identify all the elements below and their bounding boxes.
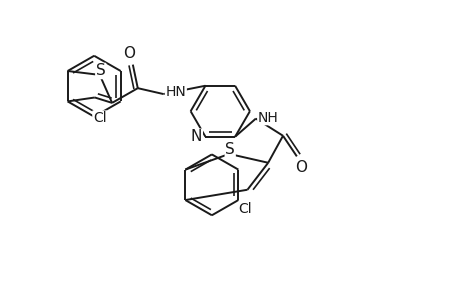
Text: O: O [123, 46, 134, 61]
Text: Cl: Cl [93, 111, 106, 125]
Text: HN: HN [165, 85, 186, 99]
Text: Cl: Cl [238, 202, 251, 216]
Text: S: S [95, 64, 106, 79]
Text: S: S [225, 142, 235, 157]
Text: NH: NH [257, 111, 278, 124]
Text: O: O [294, 160, 306, 175]
Text: N: N [190, 129, 202, 144]
